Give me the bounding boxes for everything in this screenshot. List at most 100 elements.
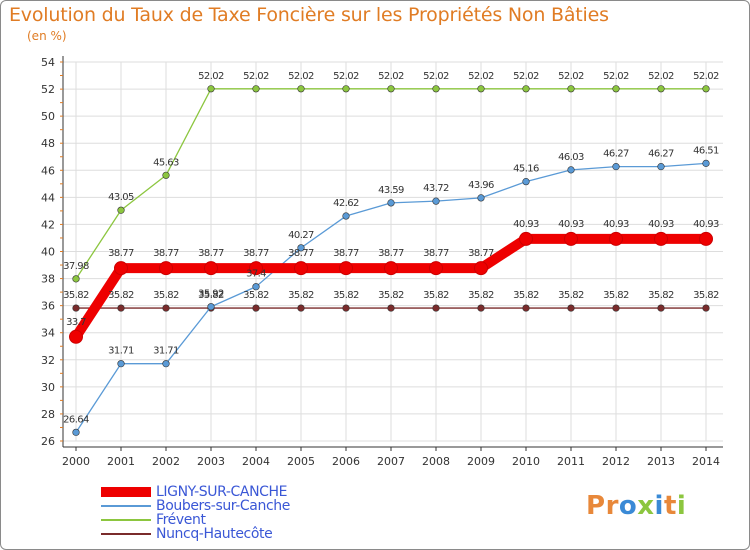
data-label-fr-vent-2006: 52.02 (333, 71, 359, 82)
x-tick-label-2008: 2008 (422, 455, 450, 468)
y-tick-label-46: 46 (41, 164, 55, 177)
data-label-boubers-sur-canche-2007: 43.59 (378, 185, 404, 196)
data-label-fr-vent-2002: 45.63 (153, 157, 179, 168)
data-label-boubers-sur-canche-2001: 31.71 (108, 346, 134, 357)
point-ligny-sur-canche-2008 (429, 261, 443, 276)
point-nuncq-hautec-te-2010 (522, 304, 530, 312)
legend-label-ligny: LIGNY-SUR-CANCHE (156, 484, 288, 500)
point-nuncq-hautec-te-2008 (432, 304, 440, 312)
legend-swatch-ligny (101, 487, 151, 497)
y-tick-label-32: 32 (41, 354, 55, 367)
x-tick-label-2005: 2005 (287, 455, 315, 468)
data-label-boubers-sur-canche-2005: 40.27 (288, 230, 314, 241)
y-tick-label-36: 36 (41, 300, 55, 313)
point-fr-vent-2003 (207, 85, 215, 93)
point-fr-vent-2009 (477, 85, 485, 93)
data-label-nuncq-hautec-te-2002: 35.82 (153, 290, 179, 301)
logo-letter: t (663, 491, 677, 521)
chart-title: Evolution du Taux de Taxe Foncière sur l… (9, 4, 609, 26)
legend-swatch-nuncq (101, 533, 151, 535)
point-fr-vent-2001 (117, 206, 125, 214)
point-boubers-sur-canche-2010 (522, 178, 530, 186)
data-label-boubers-sur-canche-2008: 43.72 (423, 183, 449, 194)
x-tick-label-2000: 2000 (62, 455, 90, 468)
logo-letter: i (676, 491, 687, 521)
data-label-nuncq-hautec-te-2008: 35.82 (423, 290, 449, 301)
data-label-nuncq-hautec-te-2001: 35.82 (108, 290, 134, 301)
x-tick-label-2011: 2011 (557, 455, 585, 468)
data-label-ligny-sur-canche-2012: 40.93 (603, 219, 629, 230)
data-label-boubers-sur-canche-2000: 26.64 (63, 414, 89, 425)
point-ligny-sur-canche-2012 (609, 231, 623, 246)
point-ligny-sur-canche-2011 (564, 231, 578, 246)
data-label-nuncq-hautec-te-2011: 35.82 (558, 290, 584, 301)
data-label-nuncq-hautec-te-2014: 35.82 (693, 290, 719, 301)
data-label-nuncq-hautec-te-2004: 35.82 (243, 290, 269, 301)
data-label-nuncq-hautec-te-2003: 35.82 (198, 290, 224, 301)
point-fr-vent-2014 (702, 85, 710, 93)
data-label-fr-vent-2013: 52.02 (648, 71, 674, 82)
point-nuncq-hautec-te-2013 (657, 304, 665, 312)
y-tick-label-54: 54 (41, 56, 55, 69)
point-ligny-sur-canche-2003 (204, 261, 218, 276)
point-nuncq-hautec-te-2012 (612, 304, 620, 312)
point-boubers-sur-canche-2000 (72, 428, 80, 436)
data-label-fr-vent-2001: 43.05 (108, 192, 134, 203)
y-tick-label-48: 48 (41, 137, 55, 150)
point-boubers-sur-canche-2002 (162, 360, 170, 368)
point-fr-vent-2000 (72, 275, 80, 283)
legend-label-boubers: Boubers-sur-Canche (156, 498, 290, 514)
x-tick-label-2009: 2009 (467, 455, 495, 468)
point-boubers-sur-canche-2011 (567, 166, 575, 174)
x-tick-label-2006: 2006 (332, 455, 360, 468)
point-ligny-sur-canche-2010 (519, 231, 533, 246)
x-tick-label-2004: 2004 (242, 455, 270, 468)
point-boubers-sur-canche-2007 (387, 199, 395, 207)
data-label-fr-vent-2007: 52.02 (378, 71, 404, 82)
data-label-fr-vent-2005: 52.02 (288, 71, 314, 82)
point-nuncq-hautec-te-2007 (387, 304, 395, 312)
data-label-fr-vent-2011: 52.02 (558, 71, 584, 82)
legend-swatch-frevent (101, 519, 151, 521)
y-tick-label-40: 40 (41, 246, 55, 259)
point-ligny-sur-canche-2013 (654, 231, 668, 246)
data-label-nuncq-hautec-te-2010: 35.82 (513, 290, 539, 301)
x-tick-label-2003: 2003 (197, 455, 225, 468)
data-label-fr-vent-2010: 52.02 (513, 71, 539, 82)
grid-lines (63, 61, 723, 442)
logo-letter: P (586, 491, 606, 521)
point-ligny-sur-canche-2006 (339, 261, 353, 276)
data-label-nuncq-hautec-te-2013: 35.82 (648, 290, 674, 301)
point-fr-vent-2008 (432, 85, 440, 93)
data-label-boubers-sur-canche-2004: 37.4 (246, 269, 266, 280)
series-lines (69, 85, 713, 436)
legend-label-nuncq: Nuncq-Hautecôte (156, 526, 273, 542)
data-label-nuncq-hautec-te-2005: 35.82 (288, 290, 314, 301)
y-tick-label-42: 42 (41, 218, 55, 231)
data-label-nuncq-hautec-te-2009: 35.82 (468, 290, 494, 301)
chart-unit-label: (en %) (27, 29, 67, 43)
data-label-nuncq-hautec-te-2012: 35.82 (603, 290, 629, 301)
point-ligny-sur-canche-2000 (69, 329, 83, 344)
legend-swatch-boubers (101, 505, 151, 507)
data-labels: 35.82 35.82 35.82 35.82 35.82 35.82 35.82 35.82… (63, 71, 719, 426)
y-tick-label-26: 26 (41, 435, 55, 448)
point-fr-vent-2004 (252, 85, 260, 93)
point-nuncq-hautec-te-2011 (567, 304, 575, 312)
x-tick-label-2013: 2013 (647, 455, 675, 468)
point-ligny-sur-canche-2002 (159, 261, 173, 276)
point-ligny-sur-canche-2004 (249, 261, 263, 276)
point-boubers-sur-canche-2008 (432, 197, 440, 205)
x-tick-label-2002: 2002 (152, 455, 180, 468)
data-label-fr-vent-2003: 52.02 (198, 71, 224, 82)
data-label-fr-vent-2009: 52.02 (468, 71, 494, 82)
x-tick-label-2001: 2001 (107, 455, 135, 468)
point-boubers-sur-canche-2001 (117, 360, 125, 368)
point-fr-vent-2011 (567, 85, 575, 93)
point-ligny-sur-canche-2007 (384, 261, 398, 276)
data-label-ligny-sur-canche-2006: 38.77 (333, 248, 359, 259)
logo-letter: o (618, 491, 638, 521)
data-label-ligny-sur-canche-2014: 40.93 (693, 219, 719, 230)
data-label-boubers-sur-canche-2002: 31.71 (153, 346, 179, 357)
